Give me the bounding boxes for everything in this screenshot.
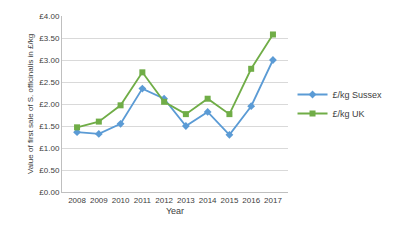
svg-text:£/kg Sussex: £/kg Sussex bbox=[333, 90, 383, 100]
svg-text:2012: 2012 bbox=[155, 196, 173, 205]
svg-text:Year: Year bbox=[166, 206, 184, 216]
svg-text:£4.00: £4.00 bbox=[39, 12, 60, 21]
svg-text:£0.00: £0.00 bbox=[39, 188, 60, 197]
svg-text:£0.50: £0.50 bbox=[39, 166, 60, 175]
svg-text:2011: 2011 bbox=[134, 196, 152, 205]
svg-text:2013: 2013 bbox=[177, 196, 195, 205]
svg-text:£2.50: £2.50 bbox=[39, 78, 60, 87]
svg-text:2015: 2015 bbox=[221, 196, 239, 205]
svg-text:2014: 2014 bbox=[199, 196, 217, 205]
svg-text:£2.00: £2.00 bbox=[39, 100, 60, 109]
svg-text:£/kg UK: £/kg UK bbox=[333, 109, 365, 119]
svg-text:2017: 2017 bbox=[264, 196, 282, 205]
svg-text:Value of first sale of S. offi: Value of first sale of S. officinalis in… bbox=[26, 34, 35, 174]
svg-text:£1.00: £1.00 bbox=[39, 144, 60, 153]
svg-text:2009: 2009 bbox=[90, 196, 108, 205]
svg-text:2008: 2008 bbox=[68, 196, 86, 205]
svg-text:£1.50: £1.50 bbox=[39, 122, 60, 131]
svg-text:2010: 2010 bbox=[112, 196, 130, 205]
svg-text:£3.00: £3.00 bbox=[39, 56, 60, 65]
svg-text:2016: 2016 bbox=[242, 196, 260, 205]
svg-text:£3.50: £3.50 bbox=[39, 34, 60, 43]
